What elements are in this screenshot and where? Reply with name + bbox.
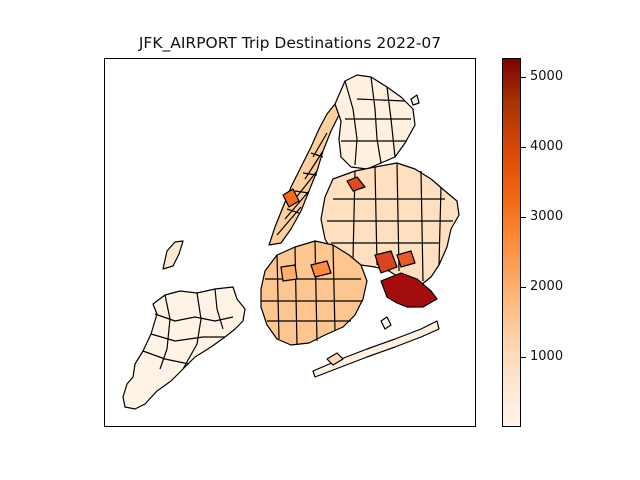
colorbar	[502, 58, 521, 427]
colorbar-tick	[521, 217, 526, 218]
region-brooklyn-hot	[310, 260, 332, 278]
colorbar-tick	[521, 77, 526, 78]
colorbar-tick-label: 4000	[530, 139, 564, 154]
region-brooklyn-warm	[280, 264, 298, 282]
colorbar-tick-label: 3000	[530, 209, 564, 224]
region-island-bay	[380, 316, 392, 330]
nyc-choropleth	[122, 74, 460, 410]
colorbar-tick	[521, 147, 526, 148]
colorbar-gradient	[503, 59, 520, 426]
map-axes	[104, 58, 476, 427]
region-island	[162, 240, 184, 270]
region-jamaica-2	[396, 250, 416, 268]
colorbar-tick	[521, 287, 526, 288]
map-title: JFK_AIRPORT Trip Destinations 2022-07	[138, 34, 442, 52]
region-laguardia	[346, 176, 366, 192]
region-staten-island	[122, 286, 246, 410]
region-rockaway	[312, 320, 440, 378]
colorbar-tick-label: 5000	[530, 69, 564, 84]
region-jamaica-1	[374, 250, 398, 274]
region-jfk	[380, 272, 438, 308]
region-bronx	[334, 74, 416, 170]
colorbar-tick-label: 2000	[530, 279, 564, 294]
region-midtown	[282, 188, 300, 208]
colorbar-tick-label: 1000	[530, 349, 564, 364]
colorbar-tick	[521, 357, 526, 358]
